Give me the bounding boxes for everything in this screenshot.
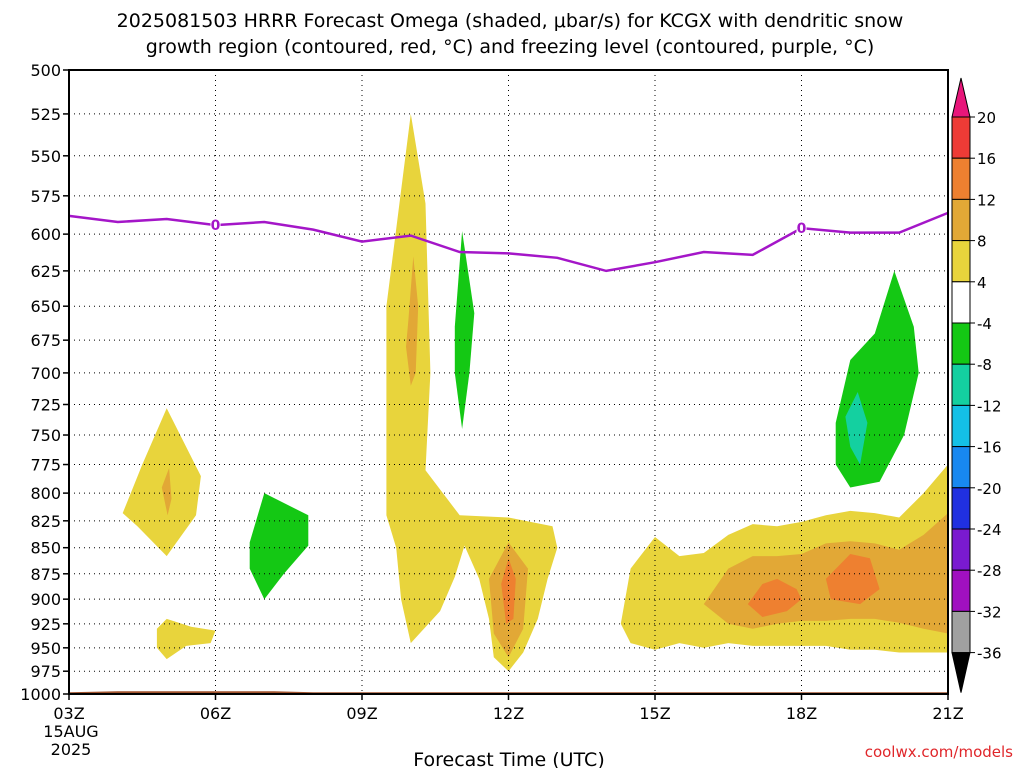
- colorbar-label-11: -28: [977, 562, 1002, 580]
- x-tick-label-09Z: 09Z: [346, 704, 377, 723]
- colorbar-segment-m12to-8: [951, 363, 971, 406]
- y-tick-label-625: 625: [30, 262, 61, 281]
- colorbar-label-7: -12: [977, 397, 1002, 415]
- colorbar-over-triangle: [951, 77, 971, 118]
- y-tick-label-925: 925: [30, 615, 61, 634]
- colorbar-label-0: 20: [977, 109, 996, 127]
- freezing-level-label-0: 0: [211, 218, 221, 234]
- omega-region-14: [845, 392, 868, 465]
- colorbar-segment-m36to-32: [951, 610, 971, 654]
- y-tick-label-1000: 1000: [20, 685, 61, 704]
- y-tick-label-825: 825: [30, 512, 61, 531]
- colorbar-segment-gt16: [951, 116, 971, 159]
- y-tick-label-525: 525: [30, 105, 61, 124]
- chart-title-line-2: growth region (contoured, red, °C) and f…: [146, 36, 875, 58]
- omega-region-4: [386, 113, 558, 672]
- colorbar: 20 16 12 8 4 -4 -8 -12 -16 -20 -24 -28 -32 -36: [951, 77, 1002, 693]
- x-axis-ticks: 03Z 06Z 09Z 12Z 15Z 18Z 21Z: [53, 694, 964, 723]
- colorbar-label-6: -8: [977, 356, 992, 374]
- freezing-level-line: [68, 211, 949, 273]
- x-tick-label-21Z: 21Z: [932, 704, 963, 723]
- y-tick-label-600: 600: [30, 225, 61, 244]
- x-start-year: 2025: [51, 740, 92, 759]
- y-axis-ticks: 500 525 550 575 600 625 650 675 700 725 750 775 800 8…: [20, 61, 69, 704]
- x-tick-label-15Z: 15Z: [639, 704, 670, 723]
- colorbar-label-3: 8: [977, 233, 987, 251]
- omega-region-2: [156, 618, 216, 660]
- y-tick-label-750: 750: [30, 426, 61, 445]
- y-tick-label-900: 900: [30, 590, 61, 609]
- freezing-label-bg-0: [210, 217, 221, 233]
- omega-region-11: [747, 578, 802, 617]
- x-tick-label-18Z: 18Z: [786, 704, 817, 723]
- omega-region-12: [825, 554, 880, 605]
- colorbar-label-12: -32: [977, 603, 1002, 621]
- colorbar-label-9: -20: [977, 480, 1002, 498]
- y-tick-label-775: 775: [30, 456, 61, 475]
- y-tick-label-950: 950: [30, 639, 61, 658]
- y-tick-label-800: 800: [30, 484, 61, 503]
- colorbar-segment-neutral: [951, 281, 971, 324]
- y-tick-label-500: 500: [30, 61, 61, 80]
- colorbar-segment-4to8: [951, 240, 971, 283]
- colorbar-segment-12to16: [951, 157, 971, 200]
- freezing-label-bg-1: [796, 220, 807, 236]
- colorbar-label-2: 12: [977, 191, 996, 209]
- colorbar-label-4: 4: [977, 274, 987, 292]
- y-tick-label-850: 850: [30, 539, 61, 558]
- y-tick-label-675: 675: [30, 331, 61, 350]
- colorbar-segment-8to12: [951, 198, 971, 242]
- omega-shaded-regions: [122, 113, 948, 672]
- colorbar-label-5: -4: [977, 315, 992, 333]
- colorbar-label-13: -36: [977, 645, 1002, 663]
- x-tick-label-12Z: 12Z: [493, 704, 524, 723]
- omega-region-0: [122, 408, 201, 557]
- y-tick-label-550: 550: [30, 147, 61, 166]
- colorbar-segment-m24to-20: [951, 487, 971, 530]
- x-tick-label-06Z: 06Z: [200, 704, 231, 723]
- omega-region-3: [249, 493, 309, 600]
- grid-lines: [69, 70, 948, 694]
- colorbar-segment-m20to-16: [951, 446, 971, 489]
- colorbar-label-8: -16: [977, 439, 1002, 457]
- y-tick-label-650: 650: [30, 297, 61, 316]
- freezing-level-label-1: 0: [797, 221, 807, 237]
- omega-region-13: [835, 270, 919, 488]
- colorbar-segment-m28to-24: [951, 528, 971, 571]
- credit-text: coolwx.com/models: [865, 743, 1013, 761]
- x-start-date: 15AUG: [43, 722, 98, 741]
- colorbar-under-triangle: [951, 652, 971, 693]
- colorbar-label-1: 16: [977, 150, 996, 168]
- y-tick-label-575: 575: [30, 187, 61, 206]
- omega-region-8: [454, 231, 475, 429]
- colorbar-segment-m32to-28: [951, 569, 971, 612]
- omega-region-1: [161, 468, 172, 516]
- y-tick-label-725: 725: [30, 395, 61, 414]
- colorbar-label-10: -24: [977, 521, 1002, 539]
- y-tick-label-875: 875: [30, 565, 61, 584]
- omega-region-5: [406, 256, 419, 386]
- x-axis-label: Forecast Time (UTC): [413, 749, 604, 768]
- colorbar-segment-m8to-4: [951, 322, 971, 365]
- colorbar-segment-m16to-12: [951, 404, 971, 448]
- y-tick-label-975: 975: [30, 662, 61, 681]
- chart-title-line-1: 2025081503 HRRR Forecast Omega (shaded, …: [117, 10, 904, 32]
- y-tick-label-700: 700: [30, 364, 61, 383]
- x-tick-label-03Z: 03Z: [53, 704, 84, 723]
